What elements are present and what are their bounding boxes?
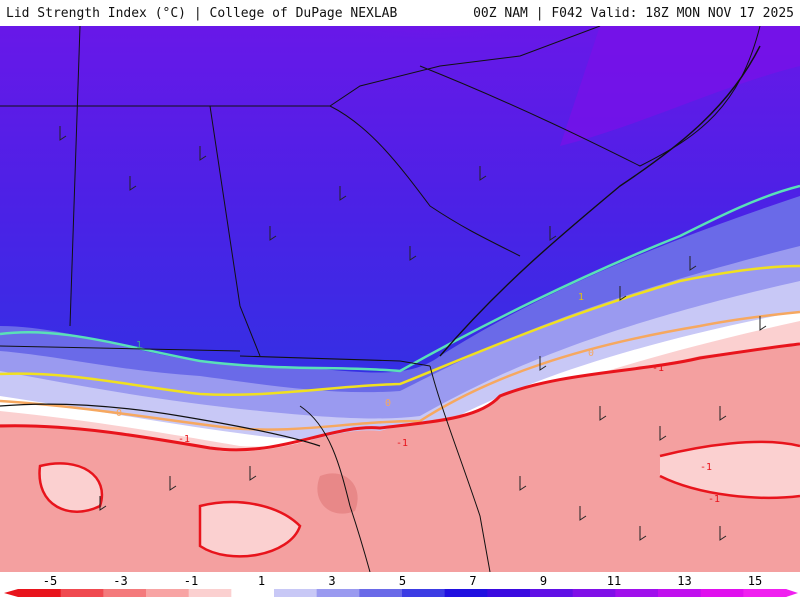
colorbar-swatch — [615, 589, 659, 597]
contour-line-1 — [0, 264, 800, 397]
model-valid-time: 00Z NAM | F042 Valid: 18Z MON NOV 17 202… — [473, 6, 794, 21]
contour-line-0 — [0, 310, 800, 431]
contour-label: 0 — [385, 398, 391, 409]
colorbar-tick-label: -3 — [113, 574, 128, 588]
colorbar-swatch — [658, 589, 702, 597]
state-borders — [0, 26, 761, 572]
lsi-max-area — [160, 26, 680, 196]
colorbar-swatch — [231, 589, 275, 597]
colorbar-swatch — [18, 589, 62, 597]
colorbar-tick-label: 9 — [539, 574, 548, 588]
coastline-gulf — [0, 403, 321, 447]
contour-line-2 — [0, 184, 800, 373]
colorbar-swatch — [188, 589, 232, 597]
colorbar-swatch — [487, 589, 531, 597]
colorbar-swatch — [530, 589, 574, 597]
contour-labels: -1 -1 -1 -1 -1 0 0 0 1 1 — [116, 292, 720, 505]
coastline-atlantic — [439, 45, 761, 357]
colorbar-tick-label: -5 — [42, 574, 58, 588]
colorbar-min-arrow — [4, 589, 18, 597]
colorbar-tick-label: 15 — [747, 574, 763, 588]
contour-label: -1 — [700, 462, 712, 473]
color-legend: -5 -3 -1 1 3 5 7 9 11 13 15 — [0, 572, 800, 600]
lid-strength-map: -1 -1 -1 -1 -1 0 0 0 1 1 — [0, 26, 800, 572]
colorbar-swatch — [316, 589, 360, 597]
lsi-pocket — [200, 502, 300, 557]
colorbar-max-arrow — [786, 589, 798, 597]
contour-loop-4 — [659, 474, 800, 500]
contour-label: 0 — [588, 348, 594, 359]
contour-line-neg1 — [0, 342, 800, 452]
colorbar-tick-label: 13 — [677, 574, 692, 588]
wind-barbs — [59, 126, 767, 541]
map-title: Lid Strength Index (°C) | College of DuP… — [6, 6, 398, 21]
lsi-pocket-east — [660, 441, 800, 498]
colorbar-swatch — [274, 589, 318, 597]
contour-label: 1 — [136, 340, 142, 351]
colorbar-swatch — [572, 589, 616, 597]
contour-label: -1 — [652, 363, 664, 374]
colorbar-swatch — [359, 589, 403, 597]
contour-loop-3 — [659, 440, 800, 458]
colorbar-tick-label: 3 — [328, 574, 336, 588]
lsi-pocket-west — [39, 463, 102, 512]
colorbar-swatch — [60, 589, 104, 597]
colorbar-ticks: -5 -3 -1 1 3 5 7 9 11 13 15 — [0, 574, 800, 588]
map-canvas: -1 -1 -1 -1 -1 0 0 0 1 1 — [0, 26, 800, 572]
colorbar-swatch — [743, 589, 787, 597]
lsi-pocket-fl — [317, 473, 358, 514]
colorbar-swatch — [146, 589, 190, 597]
contour-label: -1 — [396, 438, 408, 449]
colorbar-swatch — [103, 589, 147, 597]
contour-label: -1 — [708, 494, 720, 505]
colorbar-tick-label: -1 — [183, 574, 199, 588]
contour-loop-2 — [198, 500, 302, 558]
colorbar-swatch — [402, 589, 446, 597]
lsi-band-11 — [560, 26, 800, 146]
contour-label: 0 — [116, 408, 122, 419]
colorbar-swatch — [444, 589, 488, 597]
colorbar-tick-label: 1 — [257, 574, 266, 588]
colorbar-scale — [4, 589, 798, 597]
colorbar-swatch — [700, 589, 744, 597]
colorbar-tick-label: 11 — [606, 574, 622, 588]
contour-label: 1 — [578, 292, 584, 303]
colorbar-tick-label: 5 — [398, 574, 407, 588]
contour-label: -1 — [178, 434, 190, 445]
colorbar-tick-label: 7 — [469, 574, 477, 588]
header-bar: Lid Strength Index (°C) | College of DuP… — [0, 0, 800, 26]
